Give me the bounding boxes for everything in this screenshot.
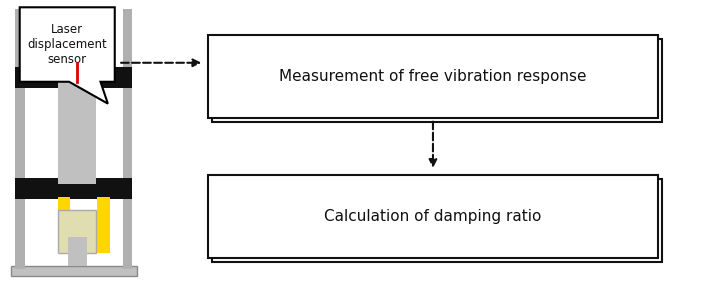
Bar — [53, 66, 102, 82]
Bar — [208, 175, 658, 258]
Bar — [123, 9, 132, 269]
Bar — [15, 178, 132, 199]
Text: Laser
displacement
sensor: Laser displacement sensor — [27, 23, 107, 66]
Bar — [58, 67, 96, 184]
Bar — [15, 67, 132, 88]
Text: Calculation of damping ratio: Calculation of damping ratio — [325, 209, 541, 224]
Bar — [15, 9, 25, 269]
Bar — [58, 197, 70, 253]
Text: Measurement of free vibration response: Measurement of free vibration response — [279, 69, 586, 84]
Polygon shape — [20, 7, 115, 104]
Bar — [68, 237, 87, 266]
Bar — [97, 197, 110, 253]
Bar — [58, 210, 96, 253]
Bar — [11, 266, 137, 276]
Bar — [208, 35, 658, 118]
Bar — [212, 39, 662, 122]
Bar — [212, 179, 662, 262]
